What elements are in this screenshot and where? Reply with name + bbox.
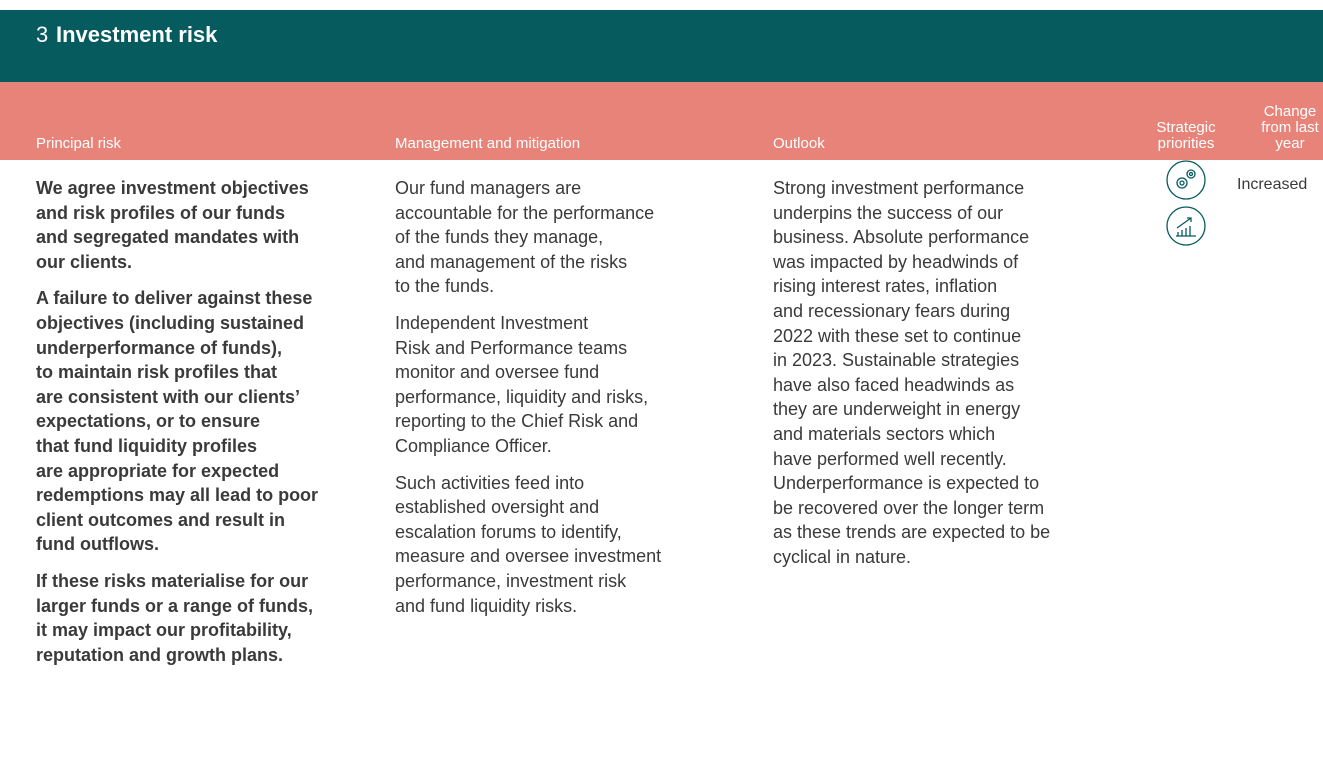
- text-line: and fund liquidity risks.: [395, 595, 578, 616]
- text-line: redemptions may all lead to poor: [36, 485, 319, 506]
- text-line: underpins the success of our: [773, 202, 1004, 223]
- paragraph: A failure to deliver against these object…: [36, 286, 318, 557]
- change-value: Increased: [1237, 176, 1308, 193]
- text-line: are appropriate for expected: [36, 460, 280, 481]
- text-line: 2022 with these set to continue: [773, 325, 1022, 346]
- header-line: Strategic: [1156, 119, 1216, 136]
- text-line: Strong investment performance: [773, 178, 1025, 198]
- text-line: Independent Investment: [395, 312, 589, 333]
- text-line: business. Absolute performance: [773, 227, 1030, 248]
- text-line: fund outflows.: [36, 534, 159, 555]
- header-line: year: [1275, 135, 1305, 152]
- text-line: We agree investment objectives: [36, 178, 309, 198]
- text-line: be recovered over the longer term: [773, 497, 1045, 518]
- column-header: Management and mitigation: [395, 135, 581, 152]
- text-line: larger funds or a range of funds,: [36, 595, 314, 616]
- outlook-column: Strong investment performance underpins t…: [773, 176, 1050, 582]
- text-line: our clients.: [36, 251, 133, 272]
- header-line: Change: [1263, 103, 1317, 120]
- header-line: from last: [1261, 119, 1319, 136]
- text-line: expectations, or to ensure: [36, 411, 261, 432]
- text-line: performance, liquidity and risks,: [395, 386, 649, 407]
- text-line: established oversight and: [395, 497, 600, 518]
- column-header: Change from last year: [1240, 104, 1323, 152]
- text-line: escalation forums to identify,: [395, 521, 622, 542]
- paragraph: Independent Investment Risk and Performan…: [395, 311, 661, 459]
- text-line: rising interest rates, inflation: [773, 276, 998, 297]
- paragraph: Such activities feed into established ove…: [395, 471, 661, 619]
- column-headers: Principal risk Management and mitigation O…: [0, 82, 1323, 160]
- text-line: have also faced headwinds as: [773, 374, 1015, 395]
- text-line: objectives (including sustained: [36, 312, 305, 333]
- text-line: underperformance of funds),: [36, 337, 283, 358]
- text-line: of the funds they manage,: [395, 227, 604, 248]
- text-line: Underperformance is expected to: [773, 473, 1040, 494]
- text-line: in 2023. Sustainable strategies: [773, 350, 1020, 371]
- section-number: 3: [36, 22, 49, 47]
- paragraph: We agree investment objectives and risk p…: [36, 176, 318, 274]
- text-line: and risk profiles of our funds: [36, 202, 286, 223]
- paragraph: Strong investment performance underpins t…: [773, 176, 1050, 570]
- text-line: have performed well recently.: [773, 448, 1007, 469]
- section-header: 3 Investment risk: [0, 10, 1323, 82]
- text-line: reputation and growth plans.: [36, 644, 283, 665]
- text-line: are consistent with our clients’: [36, 386, 301, 407]
- text-line: Compliance Officer.: [395, 435, 552, 456]
- management-column: Our fund managers are accountable for the…: [395, 176, 661, 630]
- section-title: Investment risk: [56, 22, 218, 47]
- strategic-priority-icons: [1166, 160, 1206, 246]
- text-line: If these risks materialise for our: [36, 570, 309, 591]
- text-line: Such activities feed into: [395, 472, 585, 493]
- paragraph: Our fund managers are accountable for the…: [395, 176, 661, 299]
- text-line: Our fund managers are: [395, 178, 582, 198]
- text-line: reporting to the Chief Risk and: [395, 411, 639, 432]
- text-line: it may impact our profitability,: [36, 620, 292, 641]
- text-line: and recessionary fears during: [773, 300, 1011, 321]
- text-line: Risk and Performance teams: [395, 337, 628, 358]
- text-line: they are underweight in energy: [773, 399, 1021, 420]
- paragraph: If these risks materialise for our larger…: [36, 569, 318, 667]
- text-line: A failure to deliver against these: [36, 288, 313, 309]
- text-line: was impacted by headwinds of: [773, 251, 1019, 272]
- text-line: that fund liquidity profiles: [36, 435, 257, 456]
- column-header: Principal risk: [36, 135, 122, 152]
- text-line: performance, investment risk: [395, 570, 627, 591]
- text-line: accountable for the performance: [395, 202, 655, 223]
- text-line: to maintain risk profiles that: [36, 362, 278, 383]
- principal-risk-column: We agree investment objectives and risk p…: [36, 176, 318, 679]
- column-header: Outlook: [773, 135, 825, 152]
- header-line: priorities: [1157, 135, 1215, 152]
- text-line: to the funds.: [395, 276, 495, 297]
- text-line: as these trends are expected to be: [773, 522, 1051, 543]
- text-line: client outcomes and result in: [36, 509, 286, 530]
- text-line: and management of the risks: [395, 251, 628, 272]
- text-line: measure and oversee investment: [395, 546, 662, 567]
- text-line: and materials sectors which: [773, 423, 996, 444]
- text-line: and segregated mandates with: [36, 227, 300, 248]
- text-line: cyclical in nature.: [773, 546, 912, 567]
- column-header: Strategic priorities: [1136, 120, 1236, 152]
- text-line: monitor and oversee fund: [395, 362, 600, 383]
